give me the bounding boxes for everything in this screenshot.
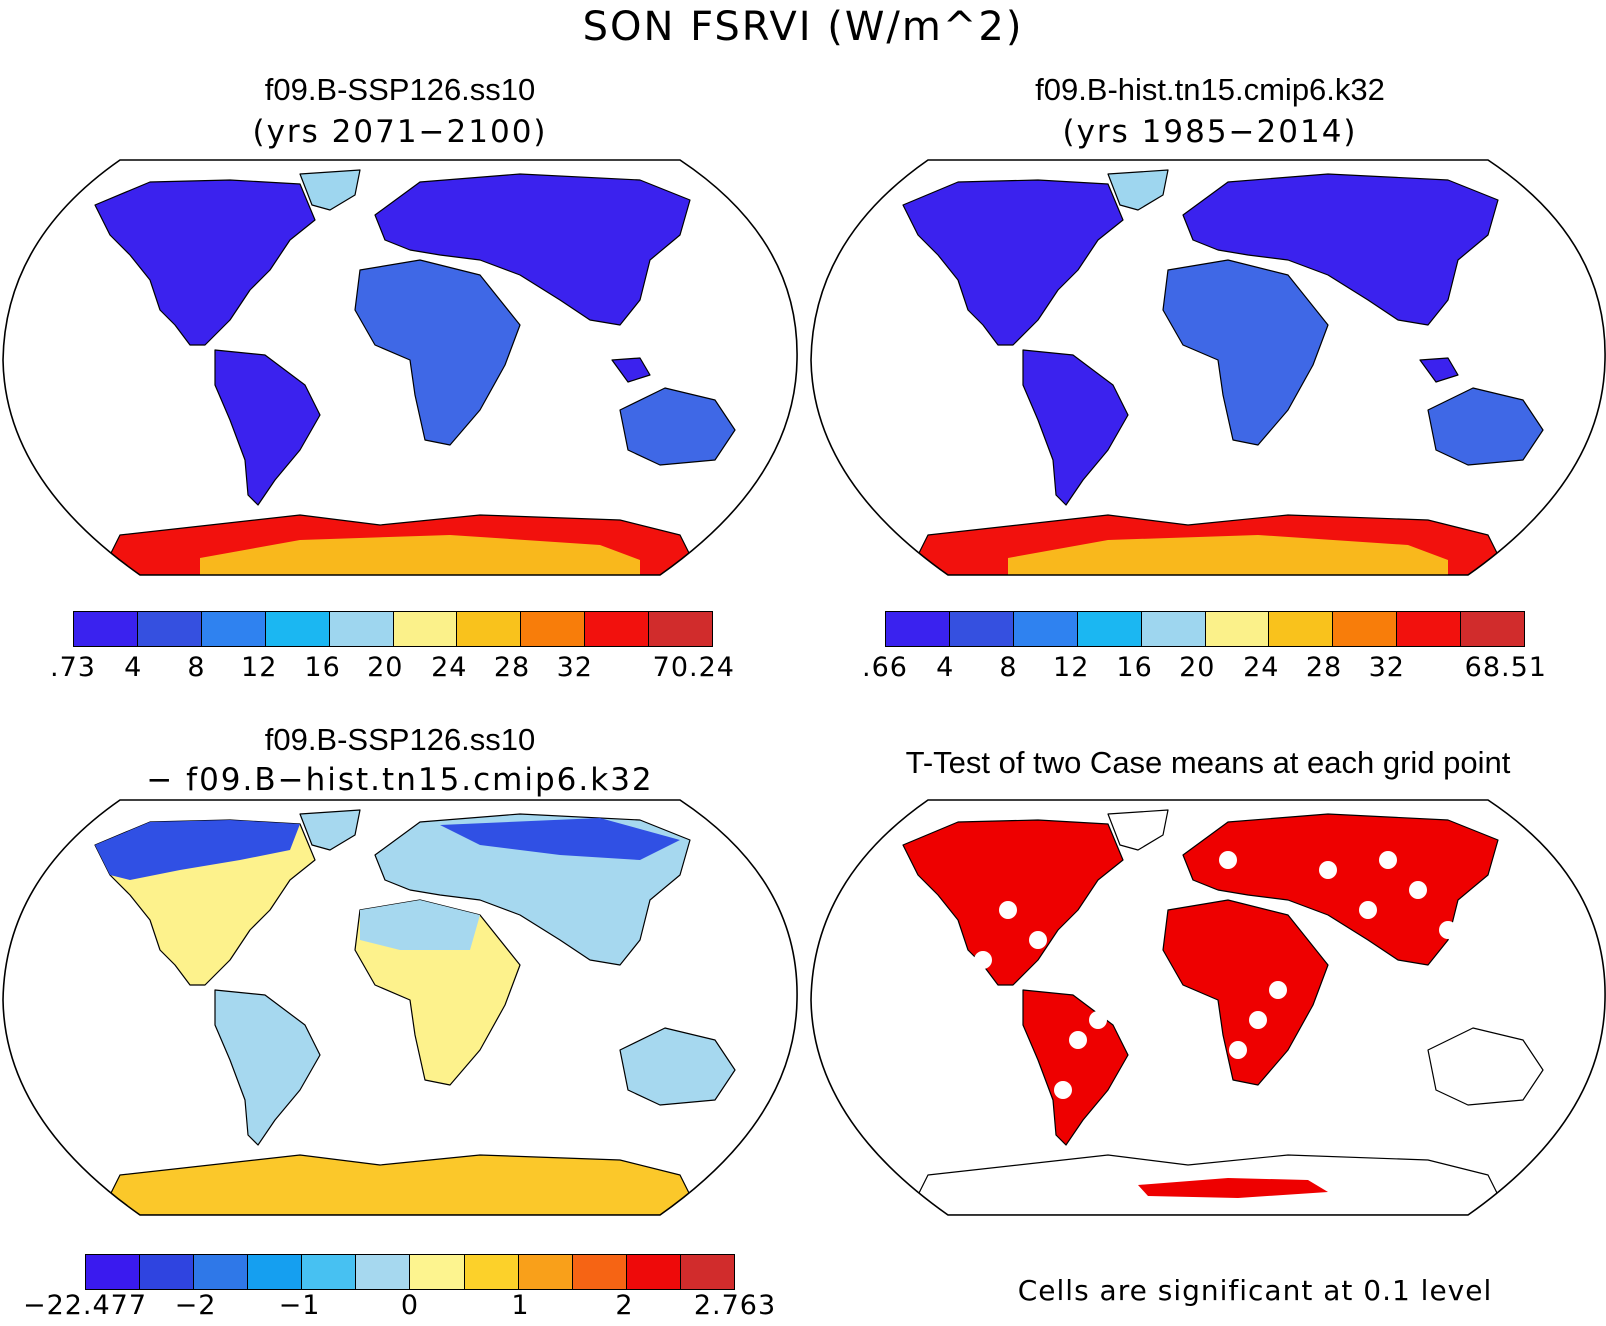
colorbar-tick-label: 16	[304, 652, 341, 683]
colorbar-swatch	[410, 1255, 465, 1289]
figure-title: SON FSRVI (W/m^2)	[582, 4, 1024, 50]
colorbar-tick-label: .66	[862, 652, 908, 683]
colorbar-tick-label: 2	[615, 1290, 634, 1321]
colorbar-tick-label: 8	[999, 652, 1018, 683]
colorbar-tick-label: 20	[1179, 652, 1216, 683]
colorbar-swatch	[86, 1255, 141, 1289]
colorbar-ticks-top-right: .66 4 8 12 16 20 24 28 32 68.51	[862, 652, 1546, 688]
colorbar-swatch	[248, 1255, 303, 1289]
colorbar-bottom-left	[85, 1254, 735, 1290]
colorbar-tick-label: 24	[431, 652, 468, 683]
colorbar-tick-label: 0	[400, 1290, 420, 1321]
map-bottom-right	[810, 799, 1606, 1216]
colorbar-tick-label: 28	[493, 652, 531, 683]
panel-title-top-right: f09.B-hist.tn15.cmip6.k32	[1035, 72, 1385, 107]
panel-subtitle-top-right: (yrs 1985−2014)	[1062, 114, 1358, 150]
colorbar-tick-label: 24	[1243, 652, 1280, 683]
colorbar-swatch	[886, 612, 950, 646]
colorbar-swatch	[74, 612, 138, 646]
colorbar-swatch	[585, 612, 650, 646]
colorbar-swatch	[949, 612, 1014, 646]
map-bottom-left	[2, 799, 798, 1216]
colorbar-swatch	[356, 1255, 411, 1289]
colorbar-swatch	[1269, 612, 1334, 646]
colorbar-swatch	[680, 1255, 734, 1289]
colorbar-swatch	[265, 612, 330, 646]
colorbar-tick-label: 16	[1116, 652, 1153, 683]
colorbar-tick-label: 12	[1053, 652, 1090, 683]
colorbar-tick-label: 12	[241, 652, 278, 683]
colorbar-tick-label: −1	[278, 1290, 321, 1321]
colorbar-swatch	[302, 1255, 357, 1289]
map-top-left	[2, 159, 798, 576]
colorbar-swatch	[201, 612, 266, 646]
colorbar-swatch	[1013, 612, 1078, 646]
colorbar-swatch	[329, 612, 394, 646]
colorbar-swatch	[521, 612, 586, 646]
colorbar-tick-label: −2	[174, 1290, 217, 1321]
colorbar-swatch	[518, 1255, 573, 1289]
colorbar-swatch	[1397, 612, 1462, 646]
colorbar-swatch	[393, 612, 458, 646]
colorbar-tick-label: 28	[1305, 652, 1343, 683]
colorbar-swatch	[1205, 612, 1270, 646]
colorbar-swatch	[649, 612, 713, 646]
colorbar-tick-label: 8	[187, 652, 206, 683]
colorbar-swatch	[457, 612, 522, 646]
colorbar-ticks-bottom-left: −22.477 −2 −1 0 1 2 2.763	[23, 1290, 775, 1326]
colorbar-swatch	[1077, 612, 1142, 646]
colorbar-tick-label: 68.51	[1464, 652, 1547, 683]
colorbar-top-left	[73, 611, 713, 647]
colorbar-swatch	[137, 612, 202, 646]
significance-note: Cells are significant at 0.1 level	[1017, 1274, 1493, 1307]
panel-title-bottom-left: f09.B-SSP126.ss10	[264, 722, 536, 757]
colorbar-tick-label: 32	[1368, 652, 1405, 683]
colorbar-swatch	[464, 1255, 519, 1289]
panel-title-bottom-right: T-Test of two Case means at each grid po…	[905, 745, 1511, 780]
colorbar-tick-label: 2.763	[693, 1290, 777, 1321]
colorbar-top-right	[885, 611, 1525, 647]
colorbar-tick-label: 32	[556, 652, 593, 683]
colorbar-swatch	[1333, 612, 1398, 646]
colorbar-swatch	[1141, 612, 1206, 646]
colorbar-tick-label: 1	[511, 1290, 530, 1321]
colorbar-swatch	[1461, 612, 1525, 646]
colorbar-swatch	[572, 1255, 627, 1289]
panel-subtitle-bottom-left: − f09.B−hist.tn15.cmip6.k32	[146, 762, 654, 798]
colorbar-tick-label: 4	[124, 652, 143, 683]
colorbar-swatch	[194, 1255, 249, 1289]
colorbar-ticks-top-left: .73 4 8 12 16 20 24 28 32 70.24	[50, 652, 734, 688]
colorbar-swatch	[626, 1255, 681, 1289]
colorbar-tick-label: −22.477	[22, 1290, 148, 1321]
panel-subtitle-top-left: (yrs 2071−2100)	[252, 114, 548, 150]
colorbar-tick-label: 70.24	[652, 652, 735, 683]
colorbar-tick-label: .73	[50, 652, 96, 683]
colorbar-tick-label: 4	[936, 652, 955, 683]
panel-title-top-left: f09.B-SSP126.ss10	[264, 72, 536, 107]
map-top-right	[810, 159, 1606, 576]
colorbar-swatch	[140, 1255, 195, 1289]
colorbar-tick-label: 20	[367, 652, 404, 683]
